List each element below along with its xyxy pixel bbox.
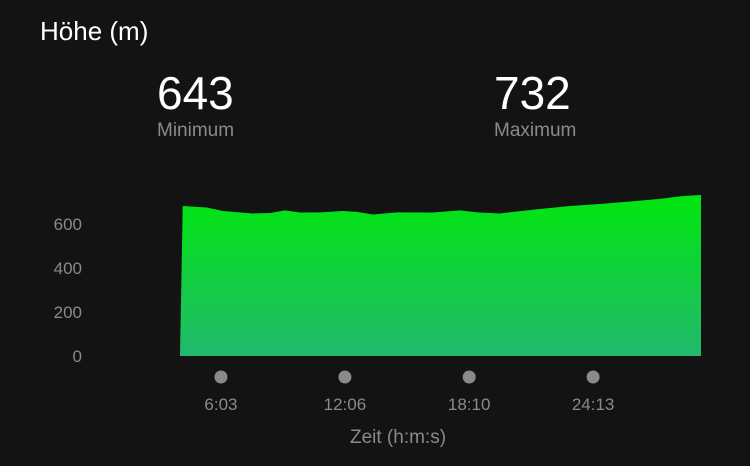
y-tick-label: 600 <box>54 215 82 234</box>
maximum-value: 732 <box>494 67 571 119</box>
stat-minimum: 643 Minimum <box>157 70 234 142</box>
y-tick-label: 0 <box>73 347 82 366</box>
x-tick-label: 24:13 <box>572 395 615 414</box>
y-tick-label: 400 <box>54 259 82 278</box>
minimum-label: Minimum <box>157 120 235 141</box>
stat-maximum: 732 Maximum <box>494 70 576 142</box>
x-tick-label: 18:10 <box>448 395 491 414</box>
x-axis-label: Zeit (h:m:s) <box>350 427 446 448</box>
x-tick-marker <box>214 370 228 384</box>
chart-title: Höhe (m) <box>40 16 149 46</box>
y-tick-label: 200 <box>54 303 82 322</box>
x-tick-marker <box>586 370 600 384</box>
x-tick-label: 12:06 <box>324 395 367 414</box>
x-tick-label: 6:03 <box>204 395 237 414</box>
elevation-area <box>180 194 701 356</box>
x-tick-marker <box>462 370 476 384</box>
x-tick-marker <box>338 370 352 384</box>
minimum-value: 643 <box>157 67 234 119</box>
maximum-label: Maximum <box>494 120 577 141</box>
